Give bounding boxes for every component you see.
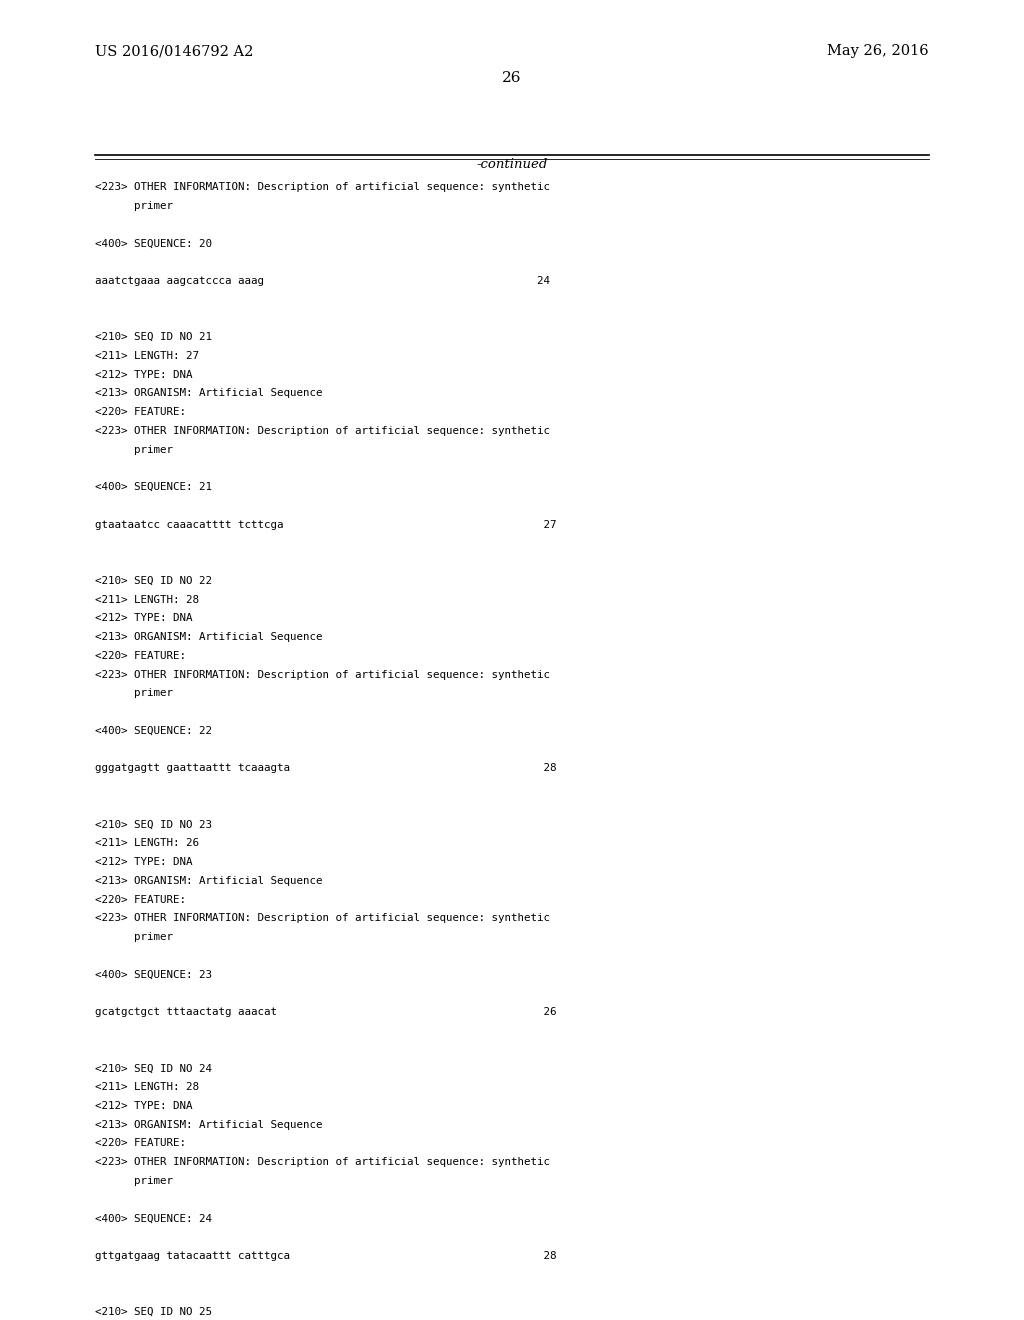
Text: gtaataatcc caaacatttt tcttcga                                        27: gtaataatcc caaacatttt tcttcga 27 bbox=[95, 520, 556, 529]
Text: <211> LENGTH: 28: <211> LENGTH: 28 bbox=[95, 1082, 199, 1092]
Text: 26: 26 bbox=[502, 71, 522, 84]
Text: <210> SEQ ID NO 23: <210> SEQ ID NO 23 bbox=[95, 820, 212, 829]
Text: gcatgctgct tttaactatg aaacat                                         26: gcatgctgct tttaactatg aaacat 26 bbox=[95, 1007, 556, 1016]
Text: gggatgagtt gaattaattt tcaaagta                                       28: gggatgagtt gaattaattt tcaaagta 28 bbox=[95, 763, 556, 774]
Text: US 2016/0146792 A2: US 2016/0146792 A2 bbox=[95, 44, 253, 58]
Text: primer: primer bbox=[95, 201, 173, 211]
Text: <400> SEQUENCE: 23: <400> SEQUENCE: 23 bbox=[95, 969, 212, 979]
Text: primer: primer bbox=[95, 445, 173, 454]
Text: <210> SEQ ID NO 24: <210> SEQ ID NO 24 bbox=[95, 1063, 212, 1073]
Text: <211> LENGTH: 26: <211> LENGTH: 26 bbox=[95, 838, 199, 849]
Text: <212> TYPE: DNA: <212> TYPE: DNA bbox=[95, 857, 193, 867]
Text: <400> SEQUENCE: 22: <400> SEQUENCE: 22 bbox=[95, 726, 212, 735]
Text: primer: primer bbox=[95, 688, 173, 698]
Text: <210> SEQ ID NO 21: <210> SEQ ID NO 21 bbox=[95, 333, 212, 342]
Text: <212> TYPE: DNA: <212> TYPE: DNA bbox=[95, 1101, 193, 1110]
Text: <223> OTHER INFORMATION: Description of artificial sequence: synthetic: <223> OTHER INFORMATION: Description of … bbox=[95, 1158, 550, 1167]
Text: <211> LENGTH: 27: <211> LENGTH: 27 bbox=[95, 351, 199, 360]
Text: <220> FEATURE:: <220> FEATURE: bbox=[95, 651, 186, 661]
Text: primer: primer bbox=[95, 1176, 173, 1185]
Text: <220> FEATURE:: <220> FEATURE: bbox=[95, 895, 186, 904]
Text: May 26, 2016: May 26, 2016 bbox=[827, 44, 929, 58]
Text: gttgatgaag tatacaattt catttgca                                       28: gttgatgaag tatacaattt catttgca 28 bbox=[95, 1251, 556, 1261]
Text: <210> SEQ ID NO 22: <210> SEQ ID NO 22 bbox=[95, 576, 212, 586]
Text: <213> ORGANISM: Artificial Sequence: <213> ORGANISM: Artificial Sequence bbox=[95, 1119, 323, 1130]
Text: <223> OTHER INFORMATION: Description of artificial sequence: synthetic: <223> OTHER INFORMATION: Description of … bbox=[95, 182, 550, 191]
Text: <220> FEATURE:: <220> FEATURE: bbox=[95, 407, 186, 417]
Text: -continued: -continued bbox=[476, 158, 548, 172]
Text: <223> OTHER INFORMATION: Description of artificial sequence: synthetic: <223> OTHER INFORMATION: Description of … bbox=[95, 669, 550, 680]
Text: <213> ORGANISM: Artificial Sequence: <213> ORGANISM: Artificial Sequence bbox=[95, 632, 323, 642]
Text: <212> TYPE: DNA: <212> TYPE: DNA bbox=[95, 614, 193, 623]
Text: <400> SEQUENCE: 20: <400> SEQUENCE: 20 bbox=[95, 238, 212, 248]
Text: <213> ORGANISM: Artificial Sequence: <213> ORGANISM: Artificial Sequence bbox=[95, 388, 323, 399]
Text: <220> FEATURE:: <220> FEATURE: bbox=[95, 1138, 186, 1148]
Text: <213> ORGANISM: Artificial Sequence: <213> ORGANISM: Artificial Sequence bbox=[95, 875, 323, 886]
Text: <212> TYPE: DNA: <212> TYPE: DNA bbox=[95, 370, 193, 380]
Text: <400> SEQUENCE: 21: <400> SEQUENCE: 21 bbox=[95, 482, 212, 492]
Text: <223> OTHER INFORMATION: Description of artificial sequence: synthetic: <223> OTHER INFORMATION: Description of … bbox=[95, 913, 550, 923]
Text: <400> SEQUENCE: 24: <400> SEQUENCE: 24 bbox=[95, 1213, 212, 1224]
Text: <210> SEQ ID NO 25: <210> SEQ ID NO 25 bbox=[95, 1307, 212, 1317]
Text: aaatctgaaa aagcatccca aaag                                          24: aaatctgaaa aagcatccca aaag 24 bbox=[95, 276, 550, 285]
Text: primer: primer bbox=[95, 932, 173, 942]
Text: <211> LENGTH: 28: <211> LENGTH: 28 bbox=[95, 594, 199, 605]
Text: <223> OTHER INFORMATION: Description of artificial sequence: synthetic: <223> OTHER INFORMATION: Description of … bbox=[95, 426, 550, 436]
